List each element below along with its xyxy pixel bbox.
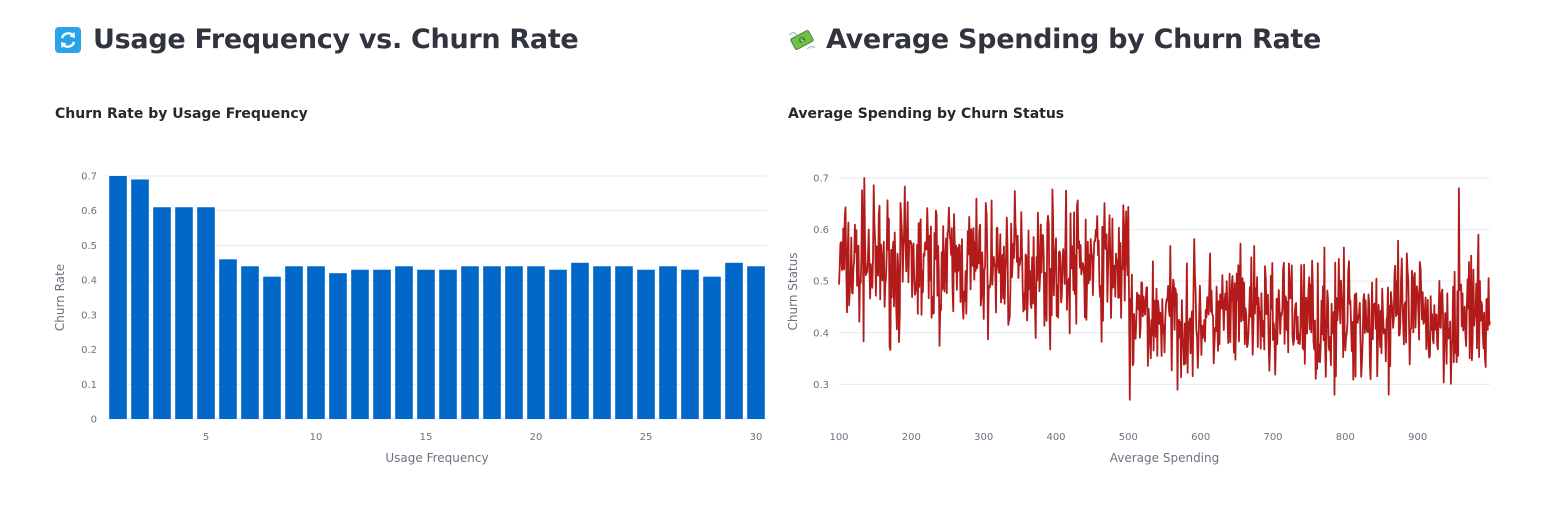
bar-13 <box>373 269 391 419</box>
x-tick-label: 900 <box>1408 432 1427 443</box>
bar-23 <box>593 266 611 419</box>
bar-22 <box>571 262 589 419</box>
y-tick-label: 0.3 <box>813 380 829 391</box>
bar-15 <box>417 269 435 419</box>
refresh-arrows-icon <box>55 26 81 53</box>
heading-text: Average Spending by Churn Rate <box>826 24 1322 55</box>
bar-8 <box>263 276 281 419</box>
chart-title: Average Spending by Churn Status <box>788 106 1065 122</box>
usage-frequency-heading: Usage Frequency vs. Churn Rate <box>55 24 579 55</box>
x-tick-label: 30 <box>750 432 763 443</box>
x-axis-title: Average Spending <box>1110 451 1220 465</box>
bar-17 <box>461 266 479 419</box>
line-chart: 0.3 0.4 0.5 0.6 0.7 100 200 300 400 500 600 700 800 9… <box>786 174 1491 465</box>
y-tick-label: 0.6 <box>813 225 829 236</box>
y-tick-label: 0.4 <box>813 328 829 339</box>
bar-9 <box>285 266 303 419</box>
y-tick-label: 0.7 <box>81 172 97 183</box>
x-tick-label: 20 <box>530 432 543 443</box>
x-axis-title: Usage Frequency <box>385 451 488 465</box>
bar-12 <box>351 269 369 419</box>
bar-24 <box>615 266 633 419</box>
money-with-wings-icon: $ <box>788 27 816 53</box>
bar-7 <box>241 266 259 419</box>
y-tick-label: 0.5 <box>81 241 97 252</box>
bar-30 <box>747 266 765 419</box>
y-tick-label: 0 <box>91 415 97 426</box>
series-line <box>838 177 1491 401</box>
y-axis-title: Churn Rate <box>53 264 67 331</box>
right-panel: $ Average Spending by Churn Rate Average… <box>780 0 1567 505</box>
x-tick-label: 15 <box>420 432 433 443</box>
bar-14 <box>395 266 413 419</box>
x-tick-label: 800 <box>1336 432 1355 443</box>
y-tick-label: 0.5 <box>813 277 829 288</box>
y-tick-label: 0.1 <box>81 380 97 391</box>
bar-5 <box>197 207 215 419</box>
bar-21 <box>549 269 567 419</box>
x-tick-label: 100 <box>829 432 848 443</box>
left-panel: Usage Frequency vs. Churn Rate Churn Rat… <box>0 0 780 505</box>
x-tick-label: 25 <box>640 432 653 443</box>
svg-text:$: $ <box>799 36 806 44</box>
y-tick-label: 0.2 <box>81 345 97 356</box>
x-tick-label: 300 <box>974 432 993 443</box>
bar-28 <box>703 276 721 419</box>
y-tick-label: 0.4 <box>81 276 97 287</box>
x-tick-label: 500 <box>1119 432 1138 443</box>
y-tick-label: 0.3 <box>81 310 97 321</box>
bar-27 <box>681 269 699 419</box>
y-tick-label: 0.6 <box>81 206 97 217</box>
x-tick-label: 10 <box>310 432 323 443</box>
bar-25 <box>637 269 655 419</box>
x-tick-label: 700 <box>1263 432 1282 443</box>
bar-20 <box>527 266 545 419</box>
x-tick-label: 400 <box>1046 432 1065 443</box>
x-tick-label: 600 <box>1191 432 1210 443</box>
bar-1 <box>109 176 127 419</box>
bar-18 <box>483 266 501 419</box>
bar-6 <box>219 259 237 419</box>
bar-19 <box>505 266 523 419</box>
bar-29 <box>725 262 743 419</box>
bar-26 <box>659 266 677 419</box>
bar-16 <box>439 269 457 419</box>
bar-4 <box>175 207 193 419</box>
x-tick-label: 200 <box>902 432 921 443</box>
chart-title: Churn Rate by Usage Frequency <box>55 106 308 122</box>
bar-2 <box>131 179 149 419</box>
y-tick-label: 0.7 <box>813 174 829 185</box>
bar-chart: 0 0.1 0.2 0.3 0.4 0.5 0.6 0.7 5 10 15 20 25 30 Usage F… <box>53 172 767 465</box>
y-axis-title: Churn Status <box>786 253 800 331</box>
bar-10 <box>307 266 325 419</box>
average-spending-heading: $ Average Spending by Churn Rate <box>788 24 1321 55</box>
heading-text: Usage Frequency vs. Churn Rate <box>93 24 579 55</box>
bar-3 <box>153 207 171 419</box>
x-tick-label: 5 <box>203 432 209 443</box>
bar-11 <box>329 273 347 419</box>
